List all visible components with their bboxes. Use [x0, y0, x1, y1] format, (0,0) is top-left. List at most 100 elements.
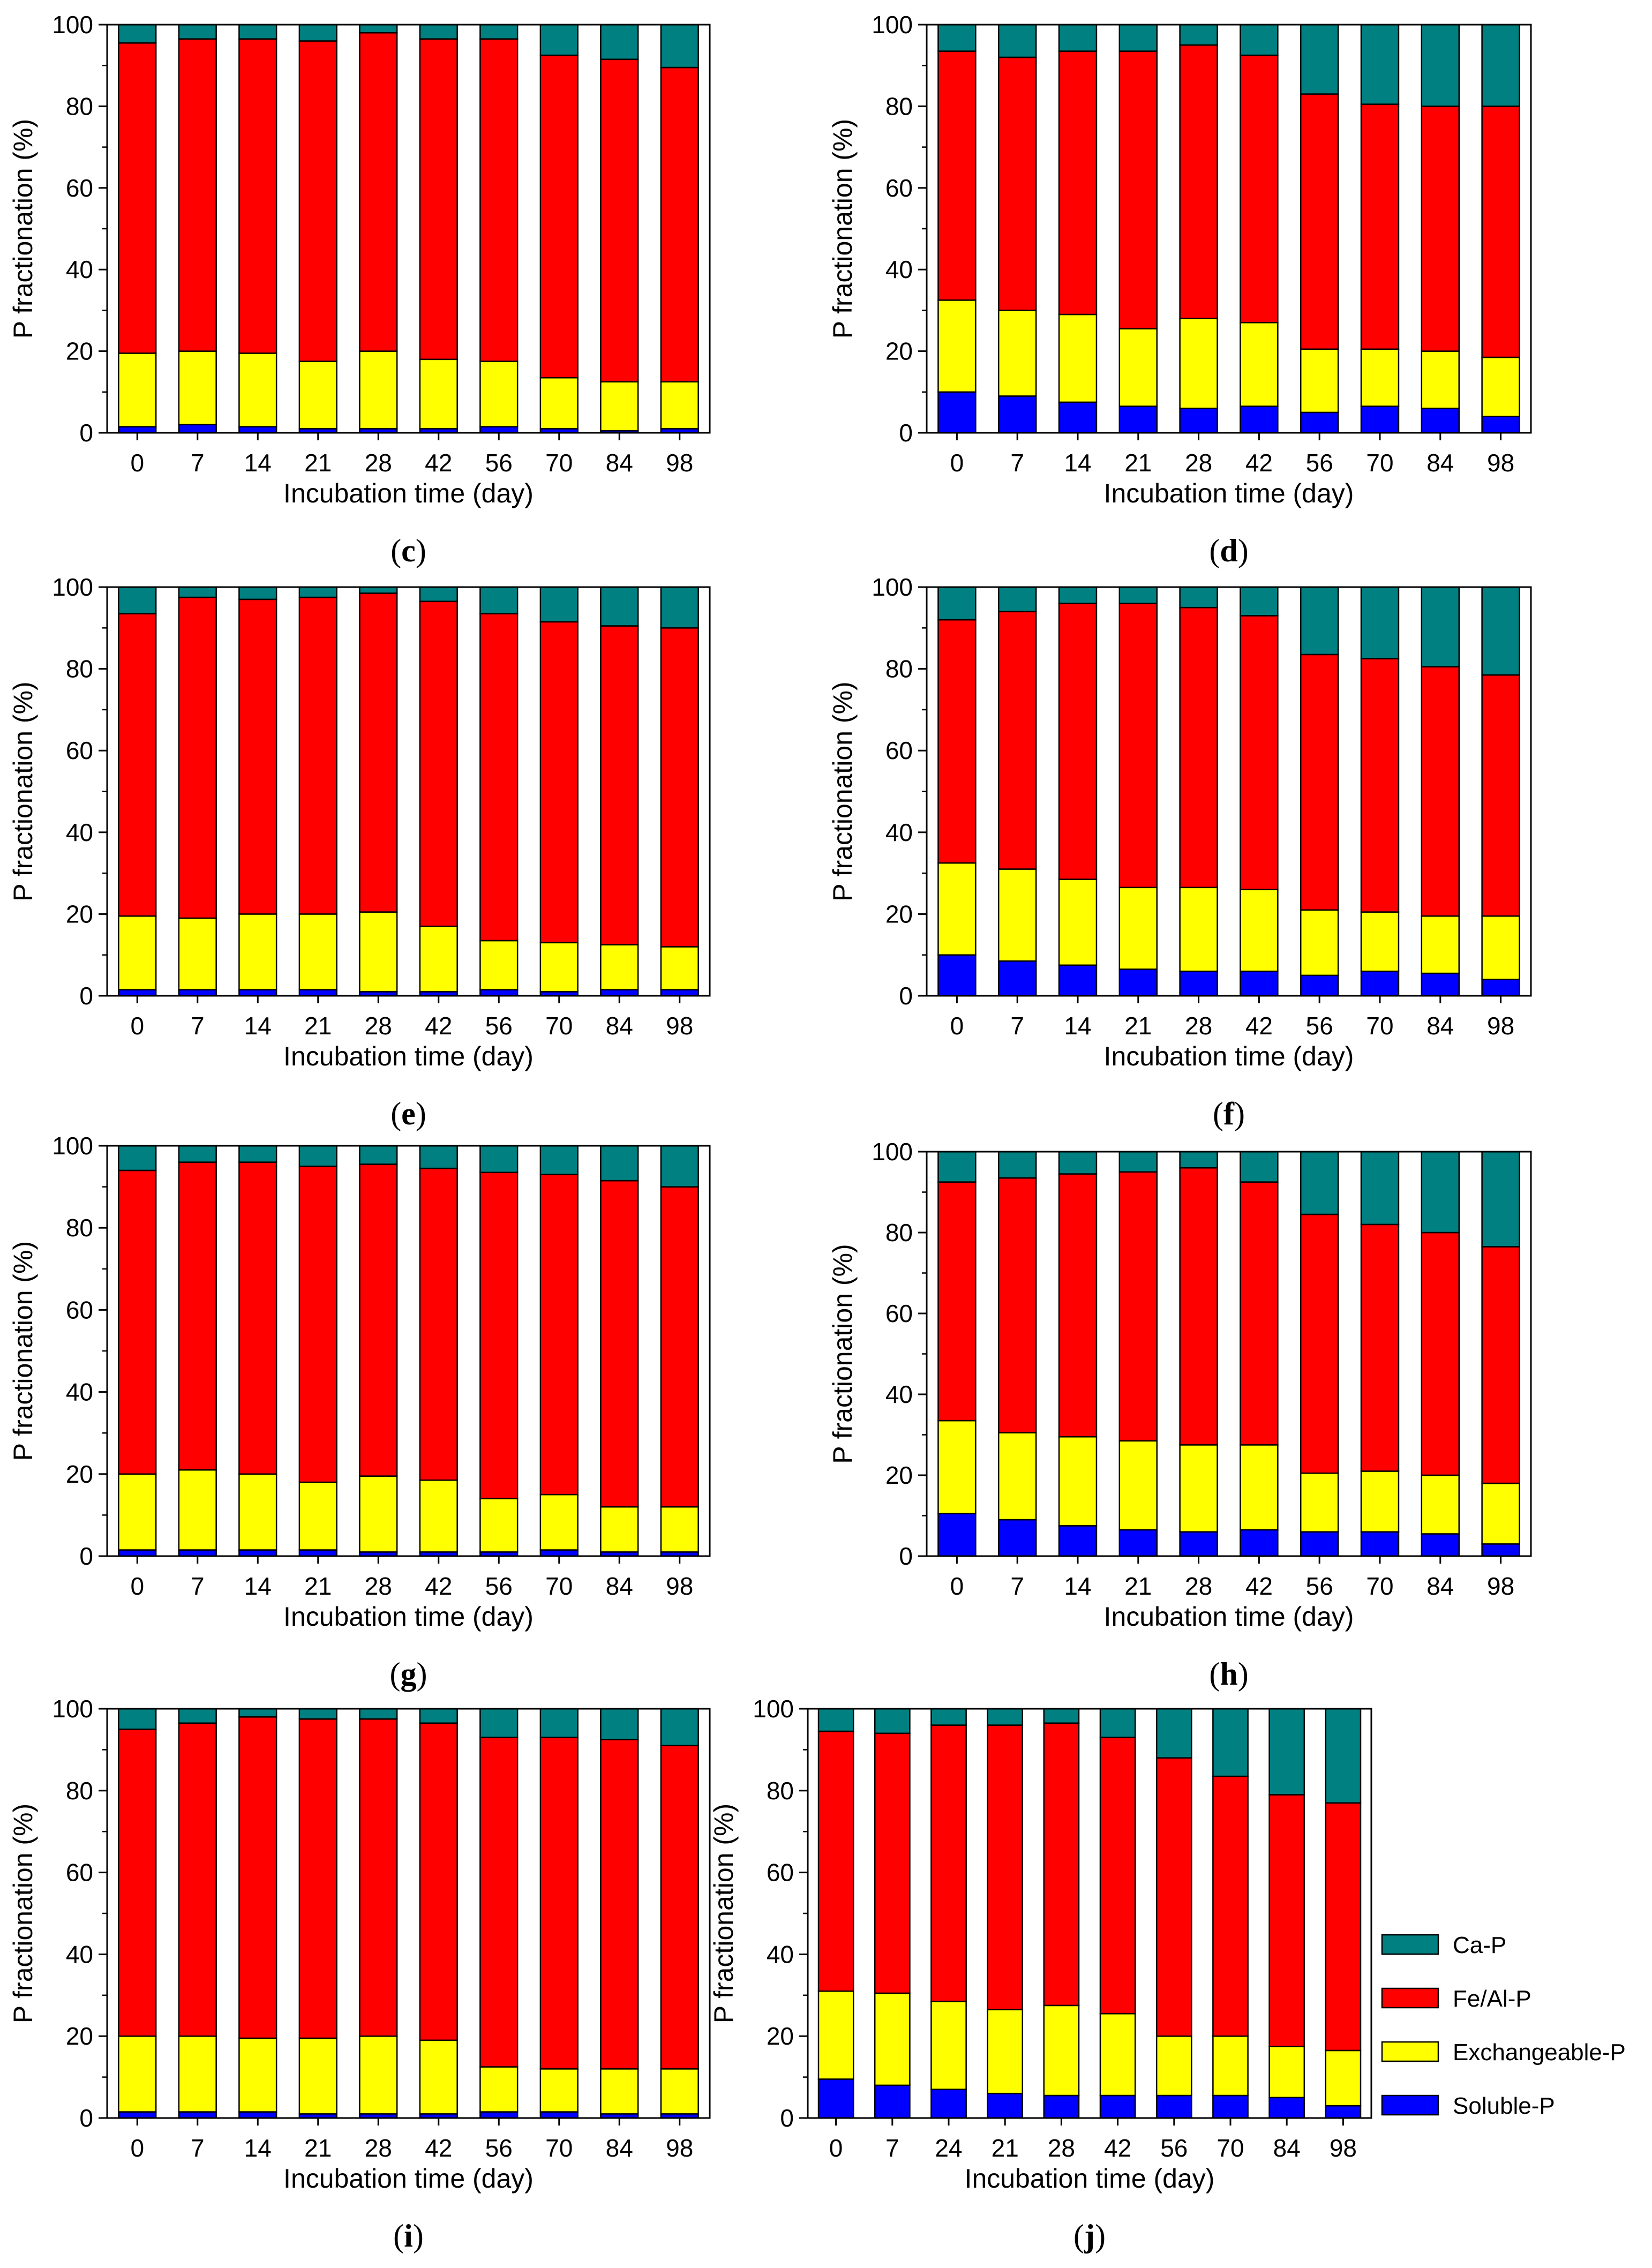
x-tick-label: 56: [485, 1012, 513, 1040]
bar-exchangeable-56: [1300, 348, 1339, 414]
y-tick-label: 0: [899, 419, 913, 447]
bar-ca-42: [1099, 1708, 1136, 1738]
legend-label-ca: Ca-P: [1453, 1932, 1506, 1958]
bar-exchangeable-21: [1118, 887, 1158, 970]
bar-feal-56: [1300, 1213, 1339, 1474]
bar-feal-28: [1179, 606, 1218, 889]
bar-exchangeable-0: [118, 352, 157, 427]
y-tick-label: 100: [872, 11, 913, 39]
x-tick-label: 21: [304, 1572, 332, 1600]
bar-feal-70: [1360, 658, 1400, 913]
bar-exchangeable-42: [419, 358, 458, 430]
bar-exchangeable-56: [479, 940, 519, 990]
bar-ca-0: [118, 586, 157, 614]
y-tick-label: 20: [885, 337, 913, 365]
y-tick-label: 60: [66, 737, 93, 764]
bar-feal-42: [1240, 54, 1279, 324]
panel-label: (d): [1209, 533, 1248, 568]
x-tick-label: 7: [191, 2134, 205, 2162]
bar-soluble-0: [817, 2078, 854, 2119]
y-tick-label: 40: [66, 1940, 93, 1968]
legend-swatch-feal: [1381, 1987, 1439, 2009]
y-tick-label: 40: [66, 818, 93, 846]
bar-exchangeable-98: [1481, 1482, 1520, 1545]
bar-ca-0: [118, 1708, 157, 1730]
x-tick-label: 84: [606, 2134, 633, 2162]
bar-ca-98: [660, 586, 699, 629]
bar-ca-14: [238, 1145, 277, 1163]
bar-feal-70: [1360, 1223, 1400, 1472]
bar-soluble-70: [1360, 405, 1400, 434]
x-tick-label: 98: [666, 1012, 693, 1040]
x-tick-label: 42: [1245, 1012, 1273, 1040]
y-axis-label: P fractionation (%): [8, 681, 38, 901]
bar-exchangeable-0: [118, 2035, 157, 2113]
x-tick-label: 7: [885, 2134, 899, 2162]
bar-feal-98: [1481, 106, 1520, 358]
x-tick-label: 84: [1426, 1012, 1454, 1040]
x-tick-label: 56: [485, 2134, 513, 2162]
y-tick-label: 0: [899, 982, 913, 1010]
bar-exchangeable-7: [178, 917, 217, 990]
bar-soluble-14: [1058, 1525, 1098, 1557]
x-tick-label: 42: [425, 449, 452, 477]
bar-ca-98: [1481, 24, 1520, 107]
bar-feal-42: [419, 600, 458, 927]
bar-ca-42: [1240, 586, 1279, 617]
bar-feal-98: [1325, 1802, 1362, 2052]
bar-feal-70: [539, 1737, 579, 2070]
x-tick-label: 70: [545, 2134, 573, 2162]
bar-feal-14: [238, 38, 277, 354]
bar-feal-14: [238, 1716, 277, 2039]
bar-feal-70: [1212, 1775, 1249, 2037]
bar-feal-28: [359, 592, 398, 913]
bar-ca-56: [479, 1145, 519, 1174]
bar-soluble-56: [479, 426, 519, 434]
x-tick-label: 7: [191, 1012, 205, 1040]
bar-soluble-7: [178, 1549, 217, 1557]
x-tick-label: 42: [425, 1012, 452, 1040]
x-tick-label: 70: [1366, 449, 1393, 477]
x-tick-label: 42: [1245, 1572, 1273, 1600]
bar-feal-42: [1240, 1181, 1279, 1446]
bar-ca-28: [359, 24, 398, 34]
bar-soluble-21: [987, 2092, 1024, 2119]
bar-exchangeable-14: [238, 913, 277, 990]
x-tick-label: 84: [1426, 1572, 1454, 1600]
bar-soluble-7: [178, 989, 217, 997]
bar-soluble-42: [1240, 1529, 1279, 1557]
x-tick-label: 98: [1330, 2134, 1357, 2162]
bar-ca-84: [600, 586, 639, 627]
y-tick-label: 20: [767, 2022, 794, 2050]
x-tick-label: 70: [1217, 2134, 1244, 2162]
bar-exchangeable-28: [359, 911, 398, 993]
x-tick-label: 0: [130, 1572, 144, 1600]
x-tick-label: 21: [304, 2134, 332, 2162]
bar-ca-21: [298, 1708, 337, 1720]
bar-soluble-70: [1360, 970, 1400, 997]
bar-exchangeable-0: [118, 915, 157, 990]
bar-exchangeable-42: [419, 926, 458, 993]
bar-exchangeable-70: [1212, 2035, 1249, 2097]
bar-feal-14: [238, 598, 277, 915]
bar-soluble-28: [1179, 1531, 1218, 1557]
bar-ca-28: [1179, 24, 1218, 46]
bar-feal-70: [539, 621, 579, 944]
bar-feal-70: [1360, 103, 1400, 350]
x-axis-label: Incubation time (day): [1104, 478, 1354, 508]
bar-exchangeable-56: [1300, 1472, 1339, 1533]
bar-feal-21: [1118, 1171, 1158, 1442]
bar-exchangeable-98: [660, 946, 699, 990]
x-tick-label: 56: [485, 1572, 513, 1600]
bar-ca-28: [359, 586, 398, 594]
bar-exchangeable-84: [1421, 915, 1460, 974]
bar-exchangeable-0: [937, 299, 977, 393]
x-tick-label: 84: [1426, 449, 1454, 477]
bar-ca-84: [1268, 1708, 1305, 1796]
bar-soluble-70: [539, 2111, 579, 2119]
bar-ca-7: [997, 24, 1037, 58]
bar-feal-21: [1118, 603, 1158, 889]
bar-feal-21: [298, 1718, 337, 2039]
bar-ca-70: [539, 586, 579, 623]
x-tick-label: 21: [304, 1012, 332, 1040]
